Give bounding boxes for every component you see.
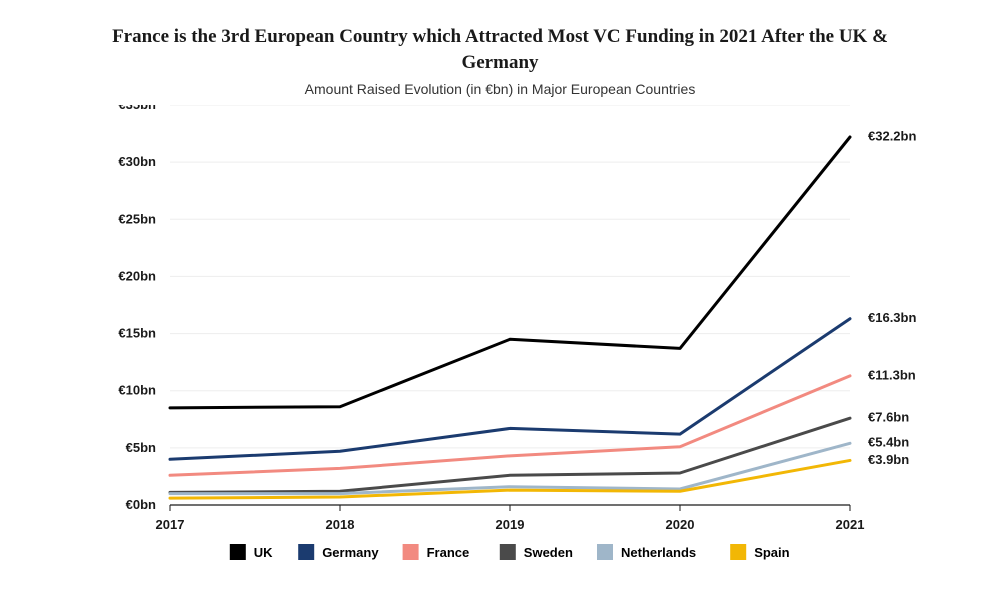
svg-text:2021: 2021 xyxy=(836,517,865,532)
svg-text:€5bn: €5bn xyxy=(126,440,156,455)
svg-text:€15bn: €15bn xyxy=(118,326,156,341)
svg-text:€10bn: €10bn xyxy=(118,383,156,398)
line-chart-svg: €0bn €5bn €10bn €15bn €20bn €25bn €30bn €35bn 20… xyxy=(0,105,1000,585)
svg-text:€3.9bn: €3.9bn xyxy=(868,452,909,467)
svg-text:€7.6bn: €7.6bn xyxy=(868,410,909,425)
svg-text:2017: 2017 xyxy=(156,517,185,532)
chart-container: France is the 3rd European Country which… xyxy=(0,0,1000,600)
svg-text:€32.2bn: €32.2bn xyxy=(868,129,916,144)
svg-text:€0bn: €0bn xyxy=(126,497,156,512)
svg-text:€20bn: €20bn xyxy=(118,269,156,284)
svg-text:€25bn: €25bn xyxy=(118,212,156,227)
svg-text:Sweden: Sweden xyxy=(524,545,573,560)
chart-title: France is the 3rd European Country which… xyxy=(80,24,920,75)
svg-text:€30bn: €30bn xyxy=(118,154,156,169)
svg-text:Germany: Germany xyxy=(322,545,379,560)
svg-text:2018: 2018 xyxy=(326,517,355,532)
svg-text:2020: 2020 xyxy=(666,517,695,532)
plot-area: €0bn €5bn €10bn €15bn €20bn €25bn €30bn €35bn 20… xyxy=(0,105,1000,585)
svg-text:€5.4bn: €5.4bn xyxy=(868,435,909,450)
chart-subtitle: Amount Raised Evolution (in €bn) in Majo… xyxy=(0,81,1000,97)
svg-text:€16.3bn: €16.3bn xyxy=(868,310,916,325)
svg-text:€35bn: €35bn xyxy=(118,105,156,112)
svg-text:2019: 2019 xyxy=(496,517,525,532)
svg-text:France: France xyxy=(427,545,470,560)
svg-text:UK: UK xyxy=(254,545,273,560)
svg-text:€11.3bn: €11.3bn xyxy=(868,368,916,383)
svg-text:Spain: Spain xyxy=(754,545,789,560)
svg-text:Netherlands: Netherlands xyxy=(621,545,696,560)
